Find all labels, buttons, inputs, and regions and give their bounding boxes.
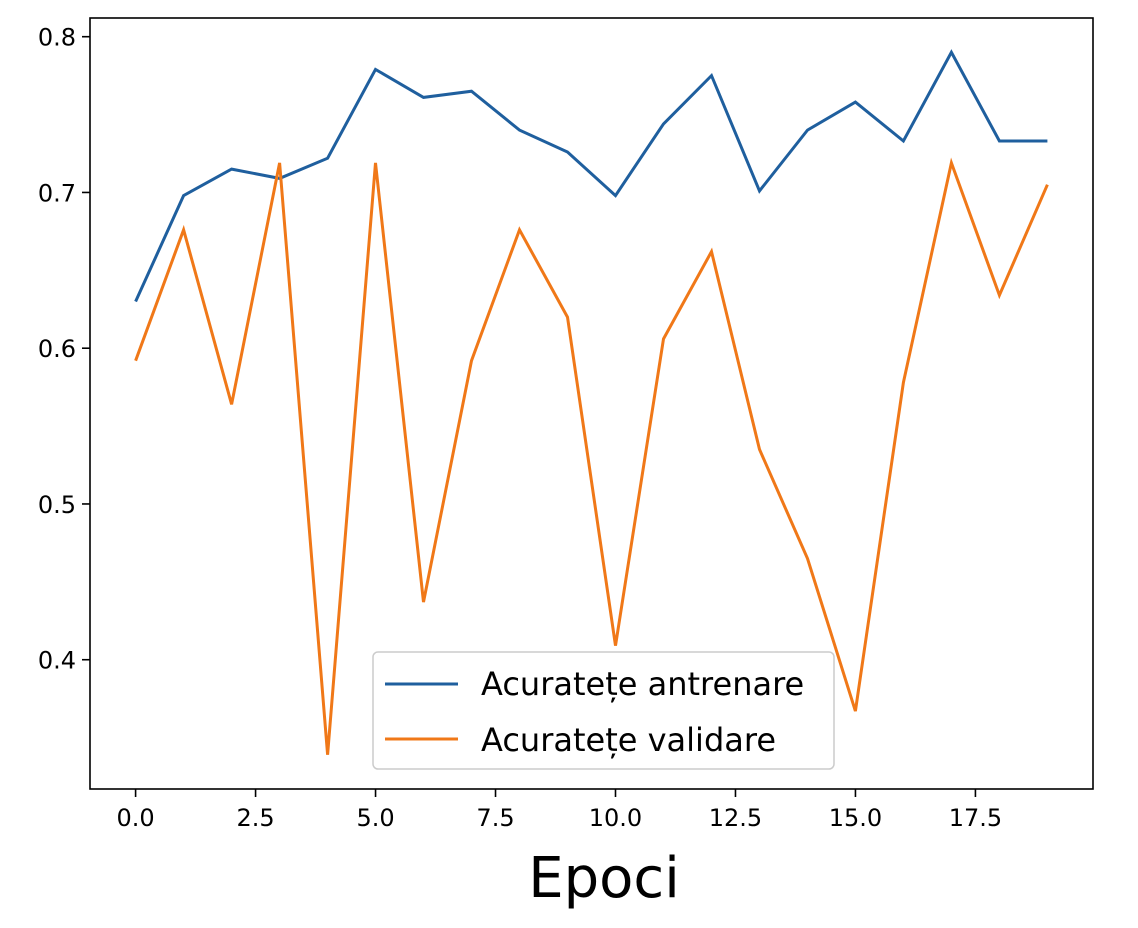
x-tick-label: 7.5: [476, 804, 514, 832]
plot-frame: [89, 17, 1094, 790]
x-tick-label: 2.5: [236, 804, 274, 832]
y-tick-label: 0.5: [38, 491, 76, 519]
y-tick-label: 0.8: [38, 24, 76, 52]
y-tick-label: 0.7: [38, 179, 76, 207]
series-line-train: [134, 49, 1048, 303]
legend-label-train: Acuratețe antrenare: [481, 665, 804, 703]
legend-label-validation: Acuratețe validare: [481, 721, 776, 759]
y-tick-label: 0.6: [38, 335, 76, 363]
x-tick-label: 12.5: [709, 804, 762, 832]
x-tick-label: 17.5: [949, 804, 1002, 832]
x-tick-label: 10.0: [589, 804, 642, 832]
x-tick-label: 15.0: [829, 804, 882, 832]
series-line-validation: [134, 157, 1049, 755]
x-tick-label: 0.0: [117, 804, 155, 832]
legend: Acuratețe antrenare Acuratețe validare: [372, 651, 835, 770]
x-tick-label: 5.0: [356, 804, 394, 832]
x-axis: 0.0 2.5 5.0 7.5 10.0 12.5 15.0 17.5: [117, 789, 1002, 832]
legend-box: [372, 651, 835, 770]
y-tick-label: 0.4: [38, 647, 76, 675]
y-axis: 0.4 0.5 0.6 0.7 0.8: [38, 24, 90, 675]
x-axis-label: Epoci: [528, 846, 680, 911]
series-layer: [134, 49, 1049, 755]
